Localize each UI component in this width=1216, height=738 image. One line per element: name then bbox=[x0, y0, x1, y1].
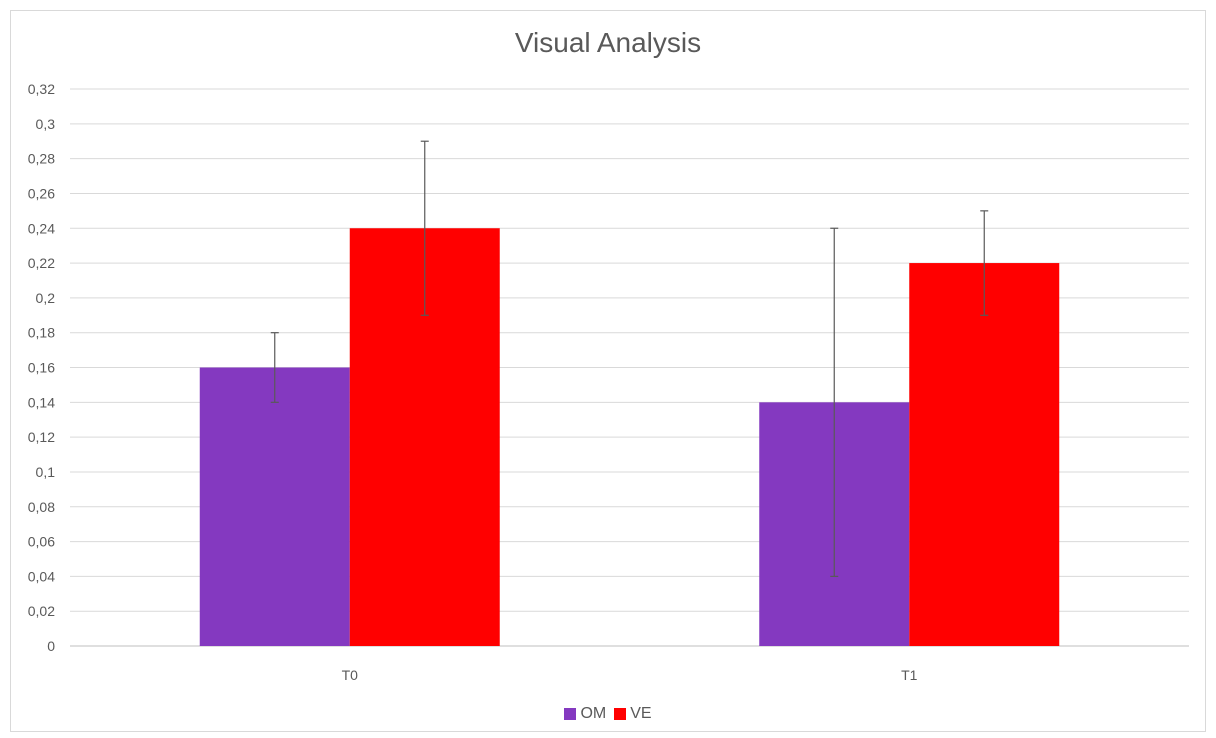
y-tick-label: 0,14 bbox=[28, 394, 55, 410]
bar-om-t0 bbox=[199, 367, 350, 646]
chart-title: Visual Analysis bbox=[514, 27, 702, 58]
y-tick-label: 0,2 bbox=[36, 290, 56, 306]
legend-swatch-om bbox=[564, 708, 577, 720]
y-tick-label: 0,22 bbox=[28, 255, 55, 271]
legend-item-ve: VE bbox=[614, 705, 652, 723]
y-tick-label: 0,1 bbox=[36, 464, 56, 480]
legend-swatch-ve bbox=[614, 708, 627, 720]
x-tick-label: T1 bbox=[901, 667, 918, 683]
y-tick-label: 0,16 bbox=[28, 360, 55, 376]
y-tick-label: 0,12 bbox=[28, 429, 55, 445]
legend: OM VE bbox=[0, 705, 1216, 723]
legend-item-om: OM bbox=[564, 705, 606, 723]
y-tick-label: 0,06 bbox=[28, 534, 55, 550]
legend-label-ve: VE bbox=[630, 705, 652, 722]
bar-ve-t1 bbox=[909, 263, 1060, 646]
y-tick-label: 0,02 bbox=[28, 603, 55, 619]
y-tick-label: 0 bbox=[47, 638, 55, 654]
y-tick-label: 0,24 bbox=[28, 220, 55, 236]
y-tick-label: 0,28 bbox=[28, 151, 55, 167]
y-tick-label: 0,04 bbox=[28, 568, 55, 584]
y-tick-label: 0,08 bbox=[28, 499, 55, 515]
y-tick-label: 0,3 bbox=[36, 116, 56, 132]
y-tick-label: 0,18 bbox=[28, 325, 55, 341]
y-tick-label: 0,26 bbox=[28, 185, 55, 201]
x-tick-label: T0 bbox=[342, 667, 359, 683]
legend-label-om: OM bbox=[580, 705, 607, 722]
y-tick-label: 0,32 bbox=[28, 81, 55, 97]
